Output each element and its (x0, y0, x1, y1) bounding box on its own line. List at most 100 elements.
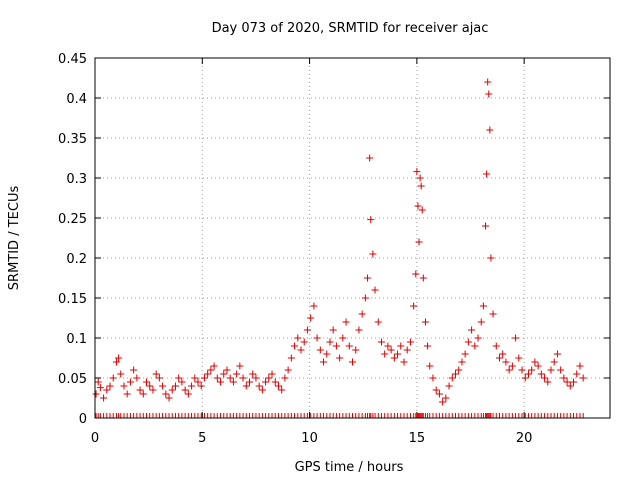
data-point (294, 334, 302, 342)
data-point (361, 294, 369, 302)
data-point (518, 366, 526, 374)
data-point (291, 342, 299, 350)
data-point (313, 334, 321, 342)
data-point (271, 378, 279, 386)
data-point (100, 394, 108, 402)
data-point (495, 354, 503, 362)
grid (95, 58, 610, 418)
data-point (367, 216, 375, 224)
data-point (246, 378, 253, 386)
data-point (168, 386, 176, 394)
data-point (371, 286, 379, 294)
data-point (217, 378, 225, 386)
data-point (426, 362, 434, 370)
data-point (274, 382, 282, 390)
data-point (345, 342, 353, 350)
data-point (499, 350, 507, 358)
data-point (210, 362, 218, 370)
data-point (390, 354, 398, 362)
data-point (455, 366, 463, 374)
data-point (464, 338, 472, 346)
data-point (262, 378, 270, 386)
data-point (512, 334, 520, 342)
data-point (310, 302, 318, 310)
data-point (550, 358, 558, 366)
data-point (268, 370, 276, 378)
data-point (165, 394, 173, 402)
data-point (421, 318, 429, 326)
data-point (194, 378, 202, 386)
data-point (117, 370, 125, 378)
data-point (284, 366, 292, 374)
data-point (109, 374, 117, 382)
y-tick-label: 0.35 (58, 132, 87, 147)
data-point (458, 358, 466, 366)
data-point (492, 342, 500, 350)
data-point (112, 358, 120, 366)
data-point (413, 168, 421, 176)
y-tick-label: 0.05 (58, 372, 87, 387)
data-point (181, 386, 189, 394)
data-point (387, 346, 395, 354)
data-point (573, 370, 581, 378)
data-point (534, 362, 542, 370)
data-point (419, 274, 427, 282)
data-point (320, 358, 328, 366)
data-point (412, 270, 420, 278)
data-point (482, 222, 490, 230)
data-point (487, 254, 495, 262)
data-point (544, 378, 552, 386)
data-point (400, 358, 408, 366)
data-point (92, 390, 100, 398)
y-tick-label: 0.15 (58, 292, 87, 307)
data-point (448, 374, 456, 382)
data-point (152, 370, 160, 378)
x-tick-label: 10 (301, 431, 318, 446)
data-point (171, 382, 179, 390)
data-point (439, 398, 447, 406)
data-point (566, 382, 574, 390)
data-point (442, 394, 450, 402)
y-tick-label: 0.2 (66, 252, 87, 267)
data-point (417, 182, 425, 190)
data-point (486, 126, 494, 134)
y-tick-label: 0.3 (66, 172, 87, 187)
data-point (358, 310, 366, 318)
data-point (204, 370, 212, 378)
data-point (297, 346, 305, 354)
y-tick-label: 0.1 (66, 332, 87, 347)
data-point (332, 342, 340, 350)
data-point (342, 318, 350, 326)
data-point (303, 326, 311, 334)
x-axis-label: GPS time / hours (295, 460, 404, 475)
data-point (252, 374, 260, 382)
data-point (349, 358, 356, 366)
data-point (103, 386, 111, 394)
data-point (410, 302, 418, 310)
data-point (336, 354, 344, 362)
data-point (249, 370, 257, 378)
data-point (557, 366, 565, 374)
data-point (553, 350, 561, 358)
data-point (316, 346, 324, 354)
data-point (471, 342, 479, 350)
data-point (524, 370, 532, 378)
chart-title: Day 073 of 2020, SRMTID for receiver aja… (212, 21, 489, 36)
data-point (477, 318, 485, 326)
data-point (445, 382, 453, 390)
data-point (300, 338, 308, 346)
data-point (133, 374, 141, 382)
data-point (175, 374, 183, 382)
time-rug (95, 413, 584, 418)
data-point (415, 238, 423, 246)
y-axis-label: SRMTID / TECUs (7, 186, 22, 291)
data-point (159, 382, 167, 390)
data-point (381, 350, 389, 358)
data-point (146, 382, 154, 390)
x-tick-label: 0 (91, 431, 99, 446)
data-point (508, 362, 516, 370)
data-point (155, 374, 163, 382)
x-tick-label: 20 (516, 431, 533, 446)
data-point (479, 302, 487, 310)
data-point (220, 370, 228, 378)
